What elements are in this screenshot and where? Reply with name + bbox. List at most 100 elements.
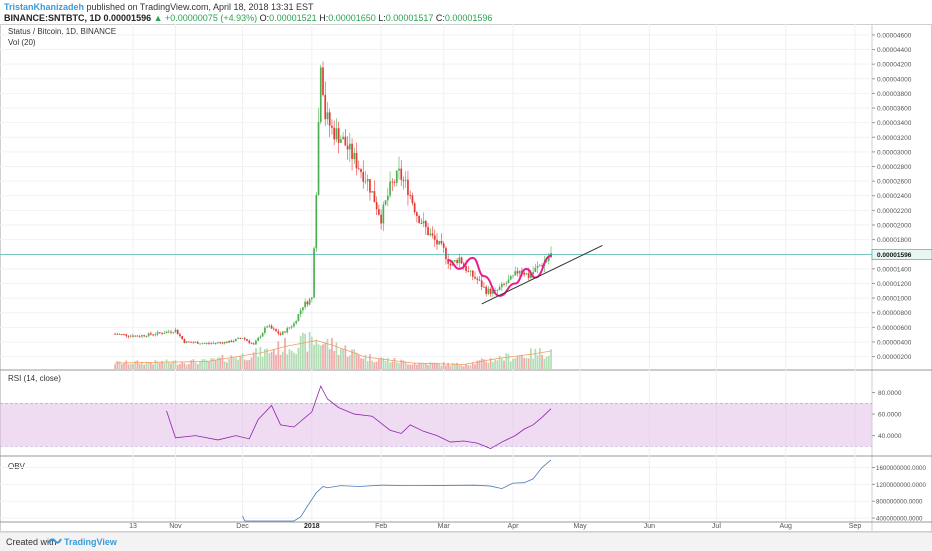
volume-bar	[404, 361, 407, 369]
candle-body	[295, 321, 298, 324]
time-axis[interactable]: 13 Nov Dec 2018 Feb Mar Apr May Jun Jul Aug Sep	[129, 523, 861, 530]
candle-body	[545, 260, 548, 262]
volume-bar	[261, 356, 264, 369]
candle-body	[261, 332, 264, 337]
volume-bar	[243, 359, 246, 369]
volume-bar	[465, 364, 467, 369]
candle-body	[116, 333, 119, 335]
volume-bar	[436, 362, 438, 369]
open-label: O:	[259, 13, 270, 23]
chart-border	[0, 24, 932, 532]
volume-bar	[523, 357, 526, 369]
volume-bar	[360, 358, 362, 369]
volume-bar	[494, 359, 496, 369]
candle-body	[454, 260, 456, 262]
volume-bar	[156, 361, 159, 369]
obv-axis[interactable]: 400000000.0000 800000000.0000 1200000000.0…	[872, 465, 926, 523]
price-tick-label: 0.00001200	[877, 281, 912, 288]
candle-body	[120, 334, 123, 335]
candle-body	[413, 203, 416, 213]
volume-bar	[509, 361, 512, 369]
volume-bar	[219, 357, 222, 369]
candle-body	[404, 179, 407, 181]
candle-body	[143, 335, 146, 337]
open-value: 0.00001521	[269, 13, 317, 23]
volume-bar	[550, 349, 552, 369]
candle-body	[431, 233, 434, 236]
candle-body	[351, 143, 353, 159]
volume-bar	[170, 363, 172, 369]
rsi-band	[0, 403, 872, 447]
price-tick-label: 0.00002600	[877, 179, 912, 186]
rsi-tick-label: 80.0000	[878, 390, 902, 397]
volume-bar	[525, 358, 528, 369]
chart-canvas[interactable]: Status / Bitcoin, 1D, BINANCE Vol (20) 0…	[0, 24, 932, 532]
volume-bar	[391, 361, 394, 369]
volume-bar	[172, 360, 175, 369]
candle-body	[248, 340, 251, 343]
volume-bar	[328, 349, 331, 369]
rsi-pane[interactable]: RSI (14, close) 40.0000 60.0000 80.0000	[0, 374, 902, 449]
rsi-tick-label: 60.0000	[878, 412, 902, 419]
candle-body	[264, 327, 266, 333]
candle-body	[366, 179, 369, 182]
obv-tick-label: 1600000000.0000	[876, 465, 926, 472]
candle-body	[348, 143, 351, 150]
candle-body	[492, 290, 494, 294]
candle-body	[123, 334, 125, 335]
volume-bar	[183, 363, 186, 369]
volume-bar	[239, 355, 242, 369]
volume-bar	[545, 356, 548, 369]
volume-bar	[270, 351, 273, 369]
candle-body	[266, 326, 268, 328]
volume-bar	[196, 364, 199, 369]
volume-bar	[129, 363, 132, 369]
volume-bar	[275, 354, 277, 369]
candle-body	[422, 221, 425, 224]
candle-body	[507, 279, 510, 284]
candle-body	[456, 260, 458, 264]
time-tick-label: 13	[129, 523, 137, 530]
volume-bar	[456, 362, 458, 369]
candle-body	[270, 325, 273, 329]
volume-bar	[123, 362, 125, 369]
candle-body	[436, 239, 438, 245]
candle-body	[389, 181, 391, 196]
last-price-label: 0.00001596	[877, 252, 912, 259]
candle-body	[409, 195, 412, 196]
volume-bar	[125, 360, 128, 369]
price-tick-label: 0.00003400	[877, 120, 912, 127]
obv-tick-label: 1200000000.0000	[876, 482, 926, 489]
tradingview-link[interactable]: TradingView	[64, 537, 117, 547]
volume-bar	[422, 363, 425, 369]
time-tick-label: 2018	[304, 523, 320, 530]
volume-bar	[458, 364, 461, 369]
obv-pane[interactable]: OBV 400000000.0000 800000000.0000 12000000…	[0, 459, 926, 523]
price-axis[interactable]: 0.00000200 0.00000400 0.00000600 0.00000800…	[871, 32, 932, 361]
volume-bar	[313, 344, 315, 369]
candle-body	[346, 145, 349, 150]
price-tick-label: 0.00003000	[877, 149, 912, 156]
volume-bar	[512, 358, 514, 369]
volume-bar	[427, 365, 429, 369]
candle-body	[460, 257, 463, 264]
candle-body	[183, 339, 186, 343]
trend-line	[481, 245, 603, 305]
symbol-label: BINANCE:SNTBTC, 1D	[4, 13, 102, 23]
candle-body	[241, 338, 244, 339]
chart-frame	[0, 24, 932, 532]
volume-ma-line	[115, 340, 552, 365]
author-link[interactable]: TristanKhanizadeh	[4, 2, 85, 12]
rsi-axis[interactable]: 40.0000 60.0000 80.0000	[872, 390, 902, 440]
volume-bar	[150, 362, 152, 369]
volume-bar	[319, 345, 322, 369]
volume-bar	[413, 363, 416, 369]
candle-body	[525, 273, 528, 275]
candle-body	[340, 139, 342, 143]
candle-body	[230, 340, 233, 342]
volume-bar	[380, 357, 382, 369]
rsi-line	[166, 385, 552, 449]
volume-bar	[322, 344, 324, 369]
volume-bar	[268, 353, 271, 369]
volume-bar	[272, 349, 275, 369]
